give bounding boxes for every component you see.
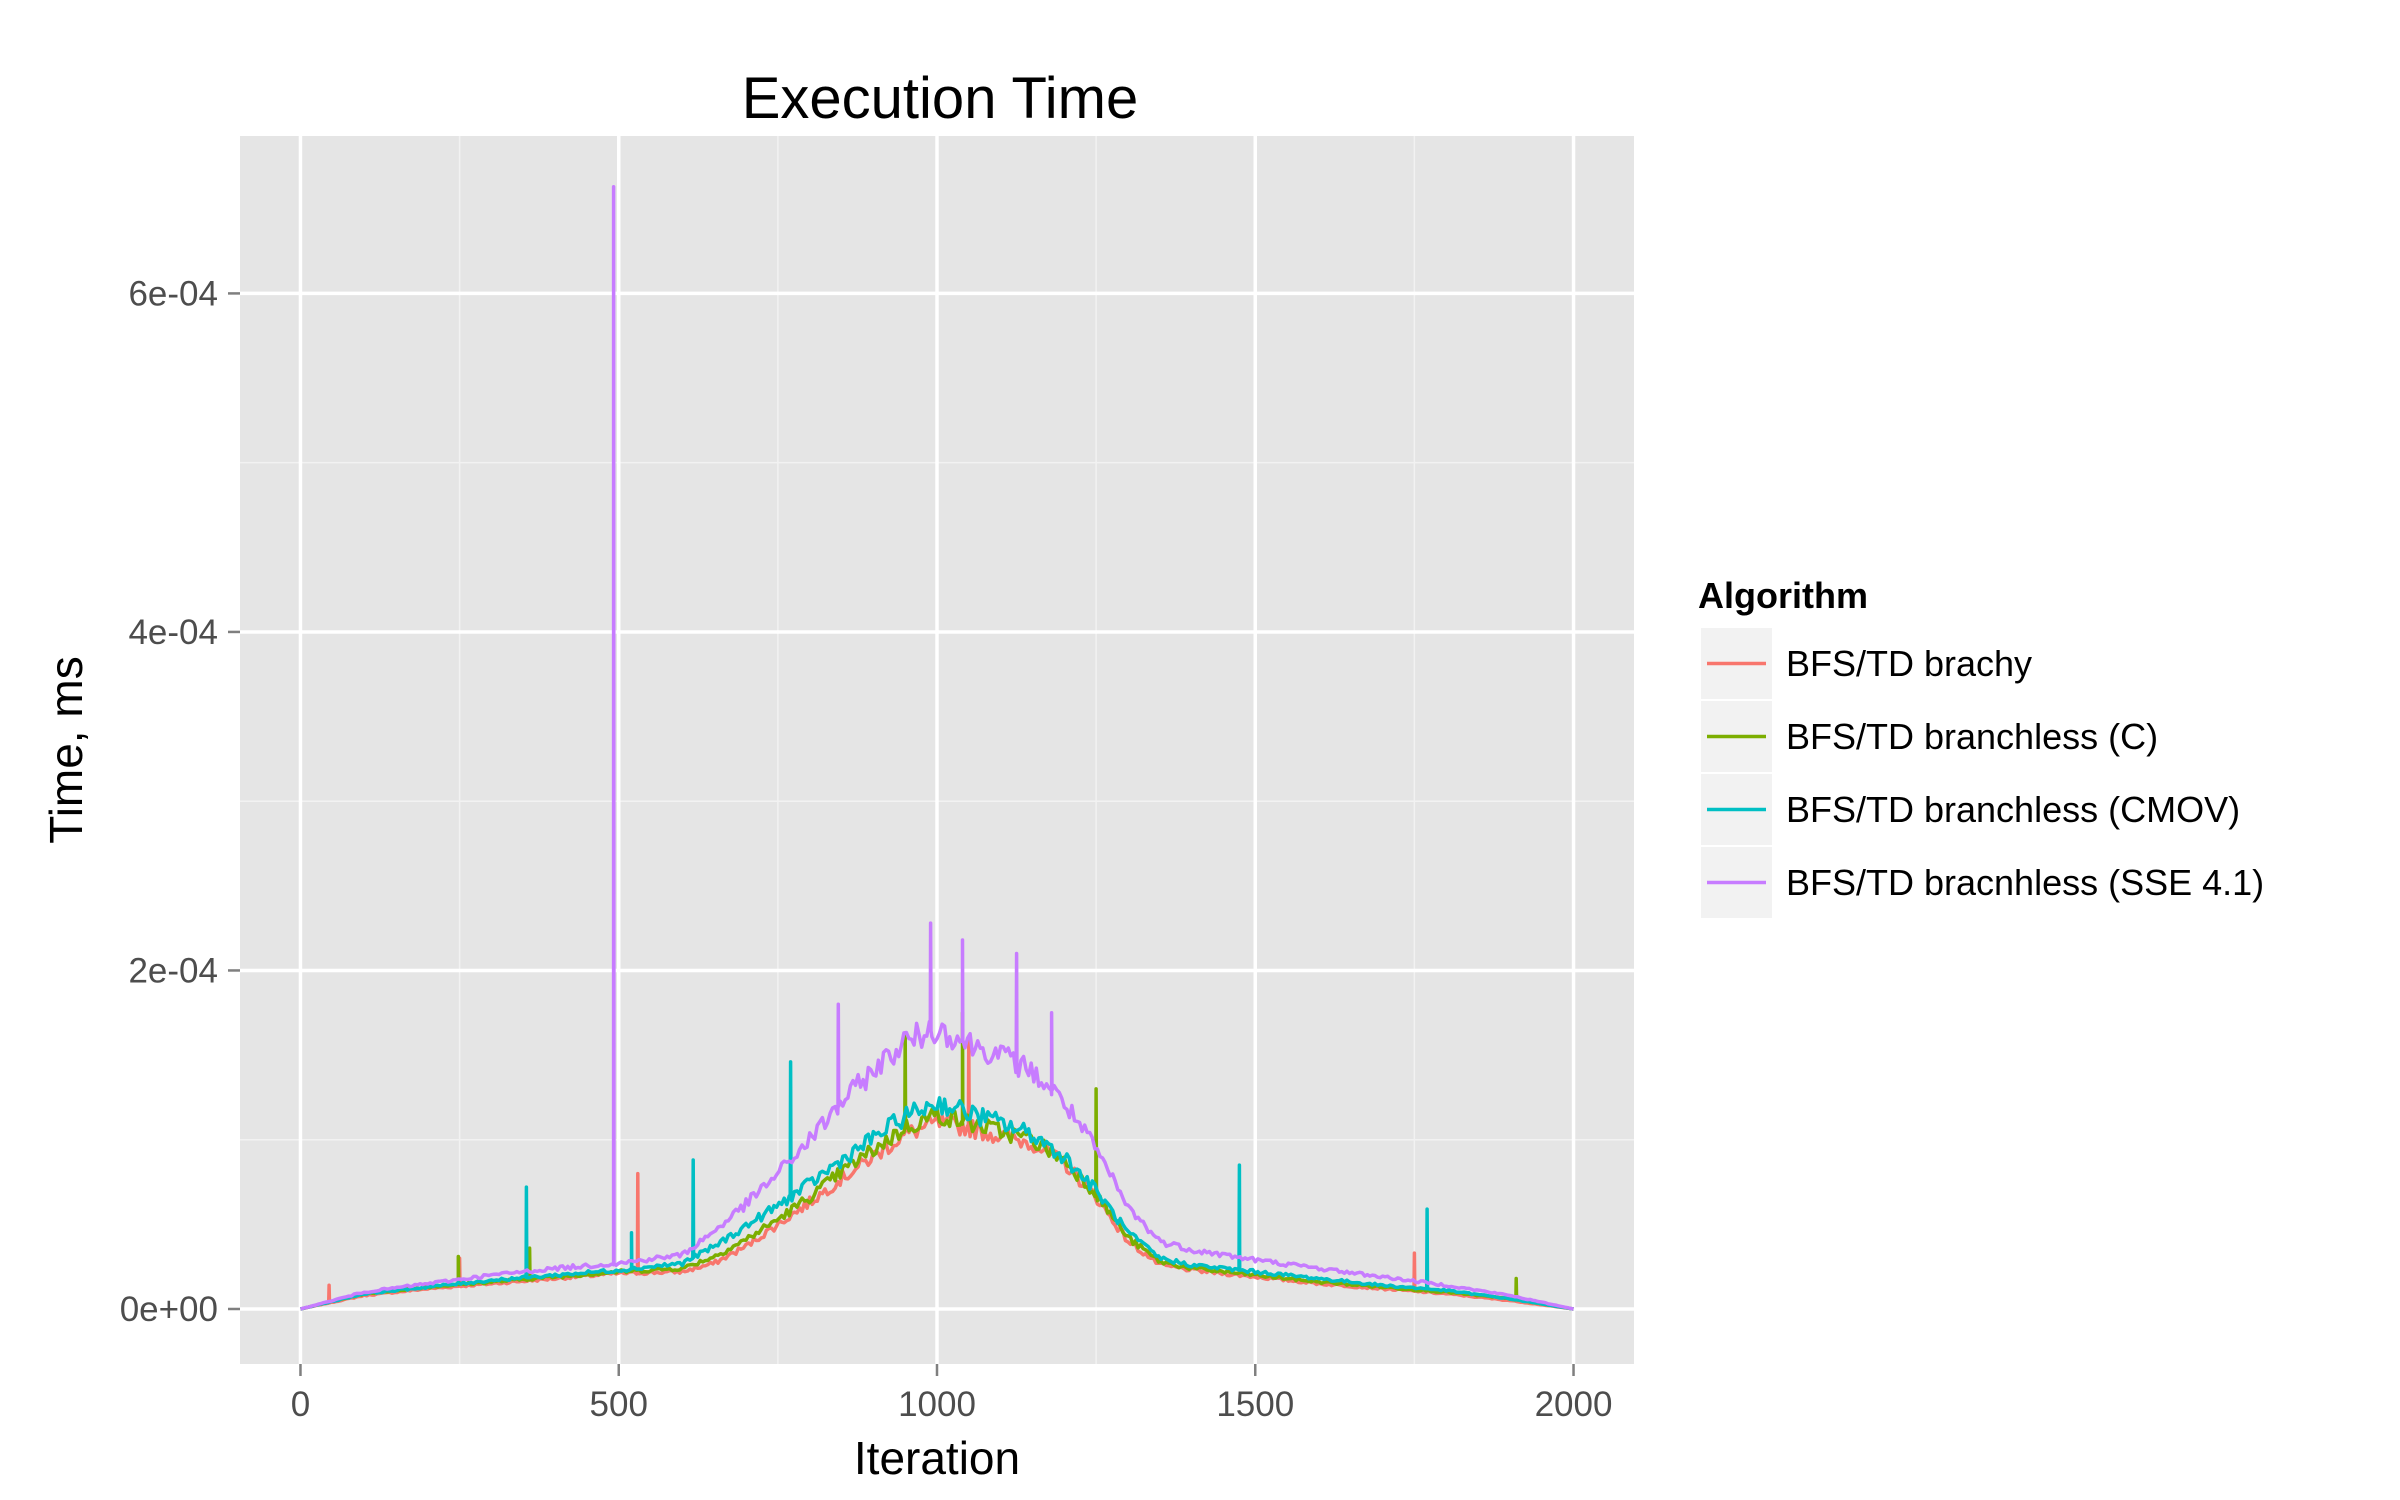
legend-label: BFS/TD branchless (C) <box>1786 716 2158 757</box>
legend-label: BFS/TD branchless (CMOV) <box>1786 789 2240 830</box>
legend-label: BFS/TD bracnhless (SSE 4.1) <box>1786 862 2264 903</box>
series-line <box>300 185 1574 1311</box>
x-tick-label: 1000 <box>898 1385 976 1424</box>
legend-title: Algorithm <box>1698 575 1868 616</box>
x-axis-title: Iteration <box>854 1432 1020 1484</box>
y-tick-label: 6e-04 <box>128 274 218 313</box>
x-axis: 0 500 1000 1500 2000 <box>291 1364 1613 1424</box>
x-tick-label: 2000 <box>1535 1385 1613 1424</box>
x-tick-label: 1500 <box>1216 1385 1294 1424</box>
y-axis: 0e+00 2e-04 4e-04 6e-04 <box>120 274 240 1329</box>
y-tick-label: 4e-04 <box>128 613 218 652</box>
y-tick-label: 0e+00 <box>120 1290 218 1329</box>
series-layer <box>300 185 1574 1311</box>
legend-label: BFS/TD brachy <box>1786 643 2032 684</box>
series-line <box>300 1060 1574 1311</box>
y-tick-label: 2e-04 <box>128 951 218 990</box>
y-axis-title: Time, ms <box>40 656 92 843</box>
chart-title: Execution Time <box>742 66 1139 131</box>
grid-major <box>240 136 1634 1364</box>
x-tick-label: 500 <box>590 1385 648 1424</box>
x-tick-label: 0 <box>291 1385 310 1424</box>
legend: Algorithm BFS/TD brachy BFS/TD branchless… <box>1698 575 2264 918</box>
